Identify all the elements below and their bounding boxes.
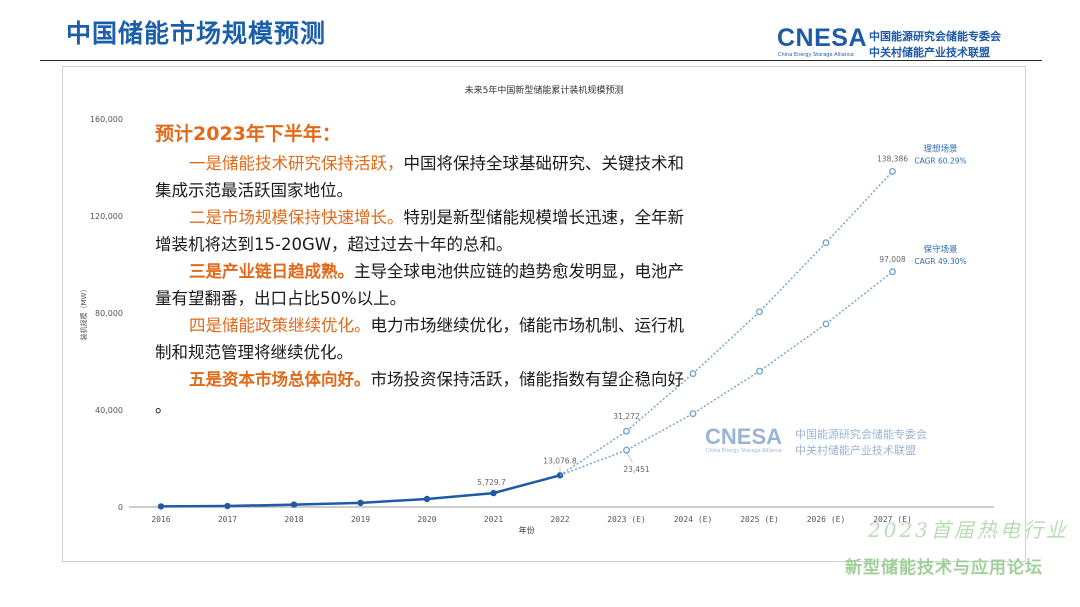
x-axis-label: 年份 — [519, 525, 535, 535]
outlook-heading: 预计2023年下半年： — [155, 123, 341, 145]
outlook-point-5-text: 市场投资保持活跃，储能指数有望企稳向好 。 — [155, 370, 684, 416]
watermark-line-2: 中关村储能产业技术联盟 — [795, 444, 916, 457]
y-tick-label: 40,000 — [95, 406, 123, 415]
watermark-subtitle: China Energy Storage Alliance — [706, 448, 782, 454]
outlook-point-5-lead: 五是资本市场总体向好。 — [189, 370, 371, 389]
data-label: 138,386 — [877, 154, 908, 163]
x-tick-label: 2024 (E) — [674, 515, 713, 524]
slide-title: 中国储能市场规模预测 — [66, 19, 327, 48]
forecast-data-point — [822, 239, 830, 247]
series-name-label: 理想场景 — [923, 143, 957, 154]
forecast-data-point — [889, 167, 896, 175]
historical-data-point — [290, 501, 298, 508]
forecast-data-point — [689, 370, 697, 378]
logo-line-1: 中国能源研究会储能专委会 — [869, 30, 1001, 43]
x-tick-label: 2018 — [284, 515, 303, 524]
outlook-point-2: 二是市场规模保持快速增长。特别是新型储能规模增长迅速，全年新增装机将达到15-2… — [155, 204, 695, 258]
forecast-data-point — [689, 410, 697, 418]
forecast-data-point — [756, 308, 763, 316]
forecast-series-line-1 — [559, 170, 894, 476]
forecast-data-point — [623, 427, 630, 435]
historical-data-point — [556, 472, 564, 479]
historical-data-point — [224, 502, 231, 510]
watermark-logo: CNESA China Energy Storage Alliance 中国能源… — [705, 424, 965, 458]
y-tick-label: 120,000 — [90, 212, 123, 221]
data-label-leader — [626, 451, 633, 463]
forecast-data-point — [623, 446, 630, 454]
historical-data-point — [490, 489, 497, 497]
outlook-point-4-text: 电力市场继续优化，储能市场机制、运行机制和规范管理将继续优化。 — [155, 316, 684, 362]
historical-data-point — [423, 495, 431, 503]
outlook-point-2-lead: 二是市场规模保持快速增长。 — [189, 208, 404, 227]
data-label: 97,008 — [879, 255, 905, 264]
x-tick-label: 2016 — [151, 515, 170, 524]
x-tick-label: 2025 (E) — [740, 515, 779, 524]
outlook-point-3-text: 主导全球电池供应链的趋势愈发明显，电池产量有望翻番，出口占比50%以上。 — [155, 262, 684, 308]
y-tick-label: 160,000 — [90, 115, 123, 124]
outlook-text-box: 预计2023年下半年： 一是储能技术研究保持活跃，中国将保持全球基础研究、关键技… — [155, 121, 695, 420]
forum-title-line-1: 2023首届热电行业 — [868, 518, 1069, 542]
cnesa-logo: CNESA China Energy Storage Alliance 中国能源… — [777, 24, 1047, 60]
forecast-data-point — [756, 367, 763, 375]
logo-subtitle: China Energy Storage Alliance — [778, 52, 854, 58]
outlook-point-5: 五是资本市场总体向好。市场投资保持活跃，储能指数有望企稳向好 。 — [155, 366, 695, 420]
chart-frame: 未来5年中国新型储能累计装机规模预测 0 40,000 80,000 120,000 16… — [62, 66, 1026, 562]
series-name-label: 保守场景 — [923, 244, 957, 255]
y-tick-label: 0 — [118, 503, 123, 512]
x-tick-label: 2020 — [417, 515, 436, 524]
forecast-data-point — [822, 320, 830, 328]
header-divider — [40, 60, 1042, 61]
outlook-point-3: 三是产业链日趋成熟。主导全球电池供应链的趋势愈发明显，电池产量有望翻番，出口占比… — [155, 258, 695, 312]
series-cagr-label: CAGR 49.30% — [914, 257, 966, 266]
outlook-point-4-lead: 四是储能政策继续优化。 — [189, 316, 371, 335]
y-tick-label: 80,000 — [95, 309, 123, 318]
chart-title: 未来5年中国新型储能累计装机规模预测 — [465, 84, 624, 96]
x-tick-label: 2023 (E) — [607, 515, 646, 524]
data-label: 13,076.8 — [543, 456, 577, 465]
historical-data-point — [357, 499, 364, 507]
outlook-point-2-text: 特别是新型储能规模增长迅速，全年新增装机将达到15-20GW，超过过去十年的总和… — [155, 208, 684, 254]
x-tick-label: 2026 (E) — [807, 515, 846, 524]
watermark-mark: CNESA — [705, 424, 783, 449]
x-tick-label: 2021 — [484, 515, 503, 524]
outlook-point-1: 一是储能技术研究保持活跃，中国将保持全球基础研究、关键技术和集成示范最活跃国家地… — [155, 150, 695, 204]
forecast-series-line-2 — [559, 271, 893, 476]
outlook-point-3-lead: 三是产业链日趋成熟。 — [189, 262, 354, 281]
series-cagr-label: CAGR 60.29% — [914, 156, 966, 165]
forecast-chart: 未来5年中国新型储能累计装机规模预测 0 40,000 80,000 120,000 16… — [79, 84, 994, 535]
logo-mark: CNESA — [777, 24, 868, 52]
historical-data-point — [157, 503, 165, 510]
data-label: 5,729.7 — [477, 478, 506, 487]
data-label: 23,451 — [623, 465, 649, 474]
watermark-line-1: 中国能源研究会储能专委会 — [795, 428, 927, 441]
forecast-data-point — [889, 268, 896, 276]
y-axis-label: 装机规模（MW） — [79, 286, 88, 341]
x-tick-label: 2019 — [351, 515, 370, 524]
logo-line-2: 中关村储能产业技术联盟 — [869, 46, 990, 59]
data-label: 31,272 — [613, 412, 639, 421]
x-tick-label: 2022 — [550, 515, 569, 524]
outlook-point-1-text: 中国将保持全球基础研究、关键技术和集成示范最活跃国家地位。 — [155, 154, 684, 200]
x-tick-label: 2027 (E) — [873, 515, 912, 524]
outlook-point-4: 四是储能政策继续优化。电力市场继续优化，储能市场机制、运行机制和规范管理将继续优… — [155, 312, 695, 366]
outlook-point-1-lead: 一是储能技术研究保持活跃， — [189, 154, 404, 173]
forum-title-line-2: 新型储能技术与应用论坛 — [845, 558, 1043, 578]
x-tick-label: 2017 — [218, 515, 237, 524]
